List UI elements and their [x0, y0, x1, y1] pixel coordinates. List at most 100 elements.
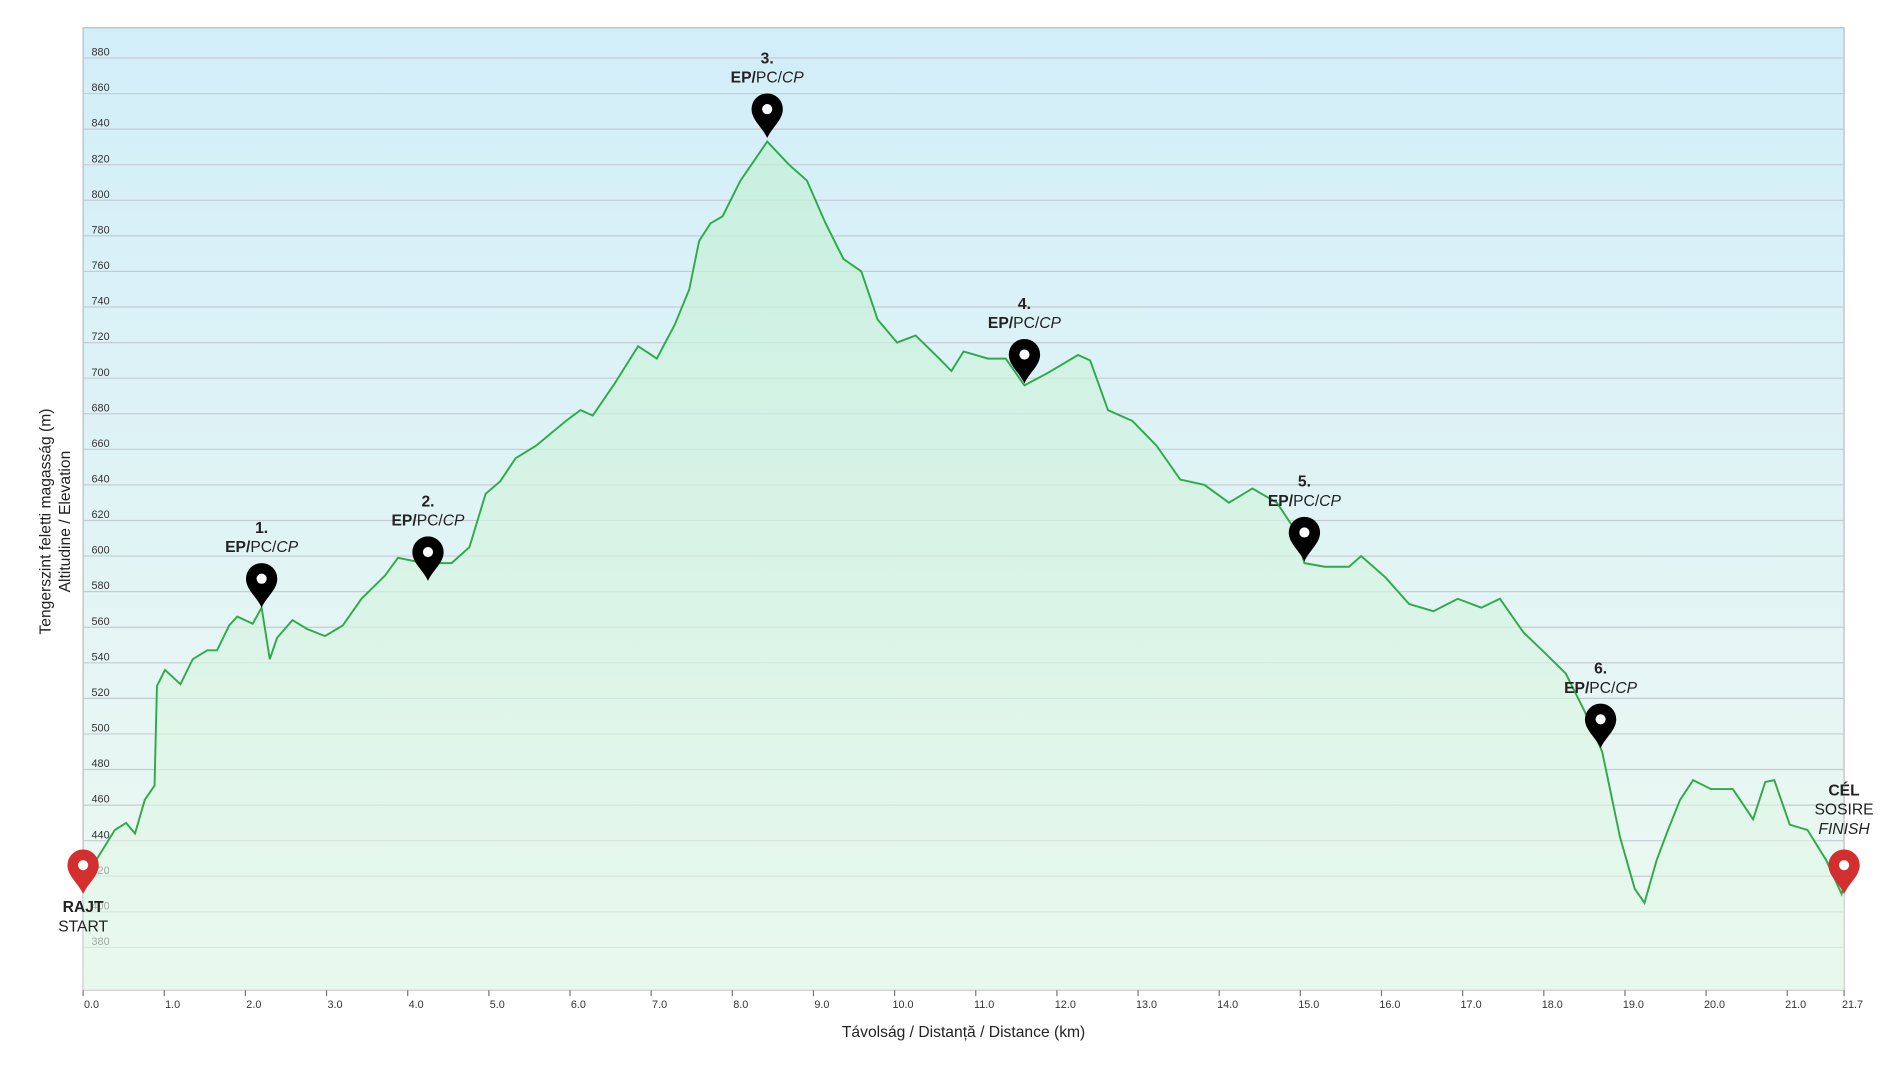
checkpoint-label: EP/PC/CP [1564, 680, 1638, 697]
pin-dot [1299, 527, 1310, 538]
start-pin [67, 849, 99, 895]
pin-body [412, 536, 444, 581]
checkpoint-label-part: PC/ [1013, 315, 1040, 332]
y-tick-label: 660 [92, 438, 110, 450]
x-tick-label: 4.0 [409, 999, 424, 1011]
x-tick-label: 21.7 [1842, 999, 1863, 1011]
y-tick-label: 520 [92, 687, 110, 699]
x-tick-label: 18.0 [1542, 999, 1563, 1011]
pin-body [751, 93, 783, 139]
y-tick-label: 860 [92, 82, 110, 94]
checkpoint-label-part: PC/ [1589, 680, 1616, 697]
checkpoint-number: 1. [255, 520, 268, 537]
checkpoint-label-part: EP/ [391, 513, 417, 530]
checkpoint-label: EP/PC/CP [1268, 493, 1342, 510]
finish-label: CÉL [1828, 780, 1860, 799]
x-tick-label: 12.0 [1055, 999, 1076, 1011]
finish-pin [1828, 849, 1860, 895]
y-tick-label: 760 [92, 260, 110, 272]
x-tick-label: 20.0 [1704, 999, 1725, 1011]
x-tick-label: 13.0 [1136, 999, 1157, 1011]
checkpoint-label: EP/PC/CP [391, 513, 465, 530]
pin-dot [78, 860, 89, 871]
pin-body [1584, 703, 1617, 749]
checkpoint-label-part: CP [1319, 493, 1341, 510]
checkpoint-label-part: EP/ [1268, 493, 1294, 510]
checkpoint-label-part: CP [1615, 680, 1637, 697]
checkpoint-label-part: CP [1039, 315, 1061, 332]
checkpoint-label-part: CP [782, 70, 804, 87]
x-tick-label: 6.0 [571, 999, 586, 1011]
y-axis-label: Altitudine / Elevation [57, 451, 74, 593]
y-tick-label: 820 [92, 153, 110, 165]
pin-body [1288, 516, 1321, 562]
y-tick-label: 500 [92, 723, 110, 735]
finish-label: FINISH [1818, 821, 1870, 838]
checkpoint-pin [751, 93, 783, 139]
x-tick-label: 14.0 [1217, 999, 1238, 1011]
x-tick-label: 2.0 [246, 999, 261, 1011]
checkpoint-label-part: PC/ [756, 70, 783, 87]
checkpoint-label-part: EP/ [225, 539, 251, 556]
y-tick-label: 460 [92, 794, 110, 806]
y-tick-label: 640 [92, 473, 110, 485]
y-tick-label: 780 [92, 224, 110, 236]
x-tick-label: 3.0 [327, 999, 342, 1011]
area-fill [83, 141, 1845, 991]
checkpoint-pin [1584, 703, 1617, 749]
y-tick-label: 720 [92, 331, 110, 343]
checkpoint-label: EP/PC/CP [731, 70, 805, 87]
finish-label: SOSIRE [1814, 802, 1873, 819]
pin-body [67, 849, 99, 895]
x-tick-label: 19.0 [1623, 999, 1644, 1011]
x-tick-label: 5.0 [490, 999, 505, 1011]
pin-dot [1838, 860, 1850, 871]
checkpoint-number: 6. [1594, 661, 1607, 678]
y-tick-label: 800 [92, 189, 110, 201]
y-tick-label: 880 [92, 47, 110, 59]
checkpoint-number: 5. [1298, 474, 1311, 491]
checkpoint-label-part: CP [276, 539, 298, 556]
y-tick-label: 580 [92, 580, 110, 592]
checkpoint-label-part: EP/ [1564, 680, 1590, 697]
x-tick-label: 10.0 [892, 999, 913, 1011]
checkpoint-label-part: EP/ [731, 70, 757, 87]
checkpoint-pin [1288, 516, 1321, 562]
checkpoint-label-part: EP/ [988, 315, 1014, 332]
x-axis-label: Távolság / Distanță / Distance (km) [842, 1024, 1085, 1041]
x-tick-label: 1.0 [165, 999, 180, 1011]
x-tick-label: 8.0 [733, 999, 748, 1011]
checkpoint-number: 3. [761, 50, 774, 67]
start-label: START [58, 918, 108, 935]
pin-body [245, 563, 278, 608]
checkpoint-label-part: PC/ [250, 539, 277, 556]
checkpoint-pin [245, 563, 278, 608]
checkpoint-number: 4. [1018, 296, 1031, 313]
x-tick-label: 15.0 [1298, 999, 1319, 1011]
x-tick-label: 0.0 [84, 999, 99, 1011]
x-tick-label: 11.0 [974, 999, 994, 1011]
pin-body [1008, 338, 1041, 384]
y-tick-label: 560 [92, 616, 110, 628]
pin-dot [256, 573, 267, 584]
checkpoint-label: EP/PC/CP [225, 539, 299, 556]
checkpoint-number: 2. [421, 493, 434, 510]
x-tick-label: 16.0 [1379, 999, 1400, 1011]
checkpoint-pin [412, 536, 444, 581]
x-tick-label: 21.0 [1785, 999, 1806, 1011]
x-tick-label: 7.0 [652, 999, 667, 1011]
y-tick-label: 740 [92, 296, 110, 308]
y-tick-label: 680 [92, 402, 110, 414]
checkpoint-label-part: PC/ [417, 513, 444, 530]
checkpoint-label: EP/PC/CP [988, 315, 1062, 332]
pin-dot [1595, 714, 1606, 725]
x-tick-label: 9.0 [814, 999, 829, 1011]
y-tick-label: 480 [92, 758, 110, 770]
pin-dot [1019, 349, 1030, 360]
pin-body [1828, 849, 1860, 895]
y-tick-label: 840 [92, 118, 110, 130]
checkpoint-label-part: PC/ [1293, 493, 1320, 510]
y-tick-label: 540 [92, 651, 110, 663]
